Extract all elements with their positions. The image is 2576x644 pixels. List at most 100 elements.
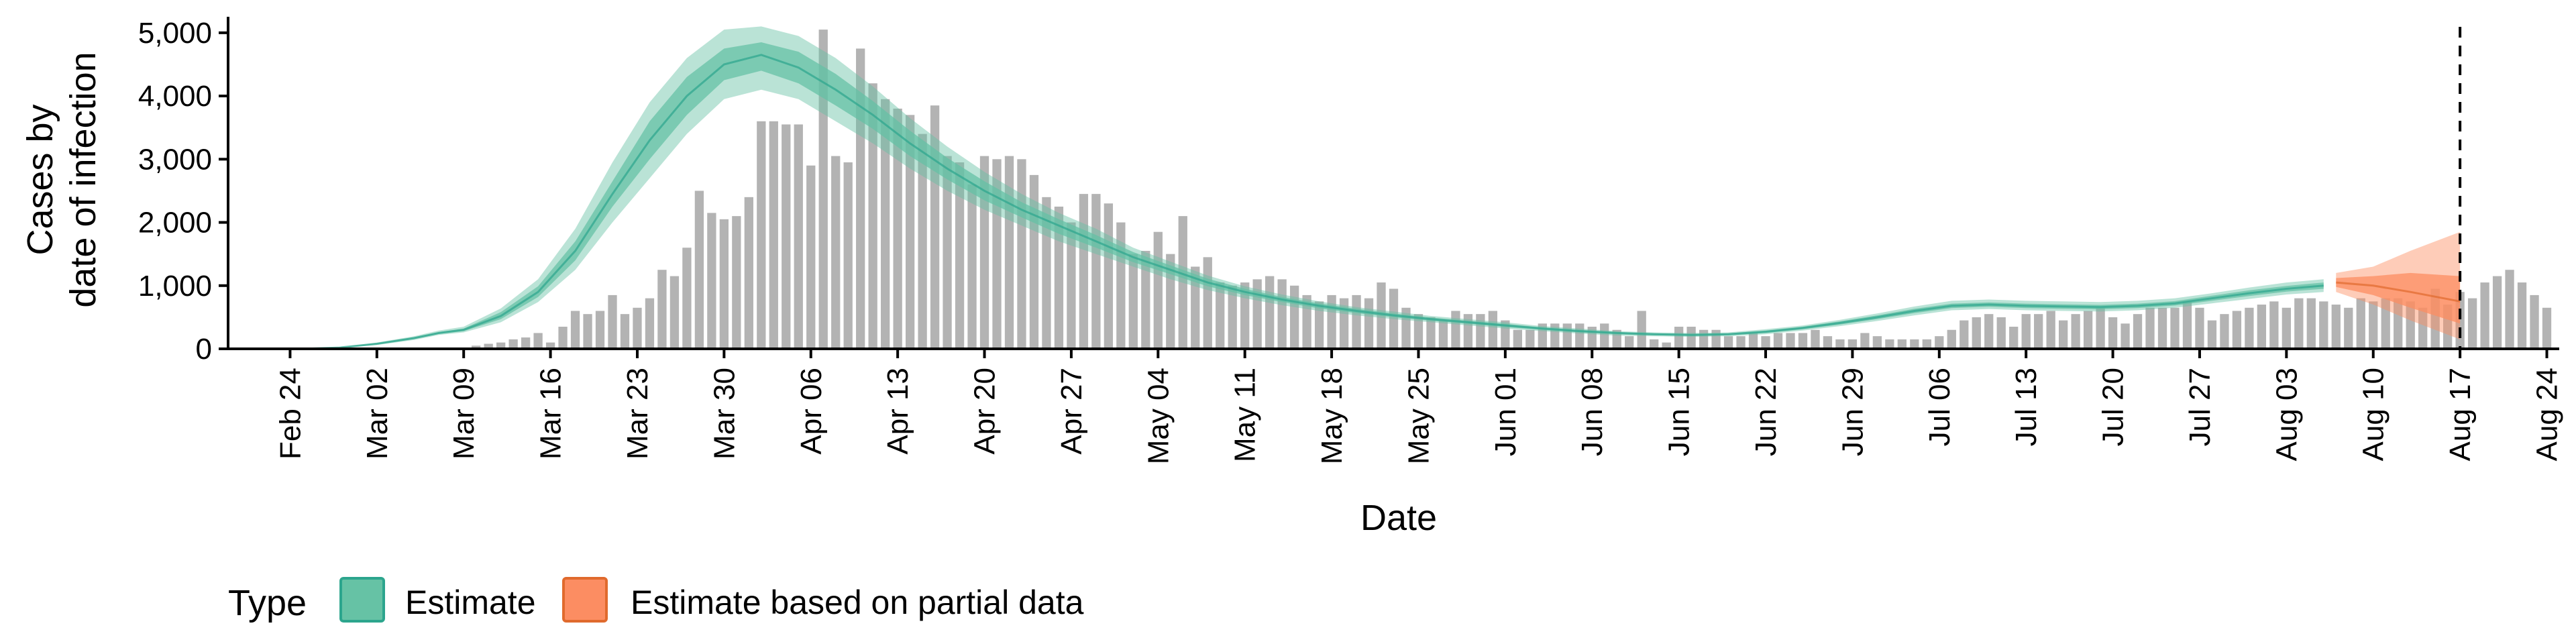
- x-tick-label: Jun 15: [1663, 368, 1696, 456]
- reported-cases-bar: [1562, 323, 1572, 349]
- reported-cases-bar: [1203, 257, 1212, 349]
- reported-cases-bar: [1798, 333, 1808, 349]
- reported-cases-bar: [1191, 266, 1200, 349]
- reported-cases-bar: [2505, 270, 2514, 349]
- reported-cases-bar: [881, 99, 890, 350]
- reported-cases-bar: [1079, 194, 1089, 349]
- reported-cases-bar: [1860, 333, 1870, 349]
- reported-cases-bar: [1910, 339, 1919, 349]
- reported-cases-bar: [1872, 336, 1882, 349]
- reported-cases-bar: [1277, 279, 1287, 349]
- reported-cases-bar: [2467, 298, 2477, 349]
- legend-key-estimate: [339, 577, 385, 623]
- reported-cases-bar: [1104, 203, 1114, 349]
- reported-cases-bar: [521, 337, 531, 349]
- estimate-band-90: [302, 26, 2324, 350]
- reported-cases-bar: [608, 294, 617, 349]
- x-tick-label: Aug 03: [2270, 368, 2303, 461]
- reported-cases-bar: [2071, 314, 2080, 349]
- reported-cases-bar: [1686, 327, 1696, 349]
- x-tick-label: Jul 27: [2184, 368, 2216, 446]
- reported-cases-bar: [645, 298, 655, 349]
- y-tick-label: 3,000: [138, 143, 212, 176]
- reported-cases-bar: [1067, 222, 1076, 349]
- reported-cases-bar: [1178, 216, 1187, 349]
- reported-cases-bar: [1413, 314, 1424, 349]
- reported-cases-bar: [1426, 317, 1436, 349]
- x-tick-label: Mar 02: [361, 368, 394, 460]
- estimate-median-line: [302, 54, 2324, 350]
- y-axis-title-line2: date of infection: [63, 52, 103, 307]
- reported-cases-bar: [818, 30, 828, 349]
- reported-cases-bar: [1141, 250, 1150, 349]
- reported-cases-bar: [2046, 311, 2055, 349]
- x-tick-label: Aug 17: [2444, 368, 2477, 461]
- legend-title: Type: [228, 583, 307, 623]
- reported-cases-bar: [794, 124, 803, 350]
- x-tick-label: May 11: [1229, 368, 1262, 462]
- reported-cases-bar: [1723, 336, 1733, 349]
- reported-cases-bar: [843, 162, 853, 349]
- y-axis-ticks: 0 1,000 2,000 3,000 4,000 5,000: [138, 17, 228, 366]
- reported-cases-bar: [2406, 301, 2415, 349]
- reported-cases-bar: [1773, 333, 1783, 349]
- reported-cases-bar: [2356, 298, 2365, 349]
- reported-cases-bar: [558, 327, 568, 349]
- reported-cases-bar: [2269, 301, 2279, 349]
- x-tick-label: May 25: [1403, 368, 1436, 464]
- reported-cases-bar: [744, 197, 753, 349]
- x-tick-label: May 18: [1316, 368, 1348, 464]
- reported-cases-bar: [2058, 320, 2068, 349]
- x-tick-label: Mar 16: [535, 368, 568, 460]
- reported-cases-bar: [2182, 301, 2192, 349]
- reported-cases-bar: [1947, 329, 1956, 349]
- reported-cases-bar: [1476, 314, 1485, 349]
- reported-cases-bar: [1438, 320, 1448, 349]
- reported-cases-bar: [2157, 307, 2167, 349]
- x-tick-label: Jun 29: [1836, 368, 1869, 456]
- reported-cases-bar: [583, 314, 592, 349]
- y-tick-label: 2,000: [138, 207, 212, 239]
- x-tick-label: Aug 10: [2357, 368, 2390, 461]
- x-tick-label: Jul 13: [2010, 368, 2043, 446]
- x-axis-ticks: Feb 24 Mar 02 Mar 09 Mar 16 Mar 23 Mar 30 Apr …: [274, 349, 2564, 464]
- reported-cases-bar: [2083, 311, 2093, 349]
- reported-cases-bar: [1501, 320, 1510, 349]
- x-tick-label: Jun 22: [1750, 368, 1782, 456]
- x-axis-title: Date: [1360, 498, 1437, 538]
- legend-label-partial: Estimate based on partial data: [631, 584, 1084, 621]
- reported-cases-bar: [2331, 305, 2341, 349]
- x-tick-label: May 04: [1142, 368, 1175, 464]
- reported-cases-bar: [967, 184, 977, 349]
- reported-cases-bar: [979, 156, 989, 349]
- reported-cases-bar: [2381, 298, 2390, 349]
- reported-cases-bar: [1352, 294, 1361, 349]
- reported-cases-bar: [1847, 339, 1858, 349]
- reported-cases-bar: [1996, 317, 2006, 349]
- reported-cases-bar: [472, 345, 481, 349]
- reported-cases-bar: [1922, 339, 1931, 349]
- reported-cases-bar: [2418, 307, 2428, 349]
- x-tick-label: Aug 24: [2531, 368, 2564, 461]
- reported-cases-bar: [1153, 231, 1163, 349]
- estimate-bands: [302, 26, 2461, 350]
- legend-key-partial: [562, 577, 608, 623]
- reported-cases-bar: [545, 342, 555, 349]
- reported-cases-bar: [1216, 282, 1225, 349]
- reported-cases-bar: [2121, 323, 2130, 349]
- reported-cases-bar: [1662, 342, 1671, 349]
- reported-cases-bar: [1823, 336, 1833, 349]
- reported-cases-bar: [769, 121, 778, 349]
- x-tick-label: Jul 06: [1923, 368, 1956, 446]
- reported-cases-bar: [1612, 329, 1621, 349]
- reported-cases-bar: [570, 311, 580, 349]
- reported-cases-bar: [1960, 320, 1969, 349]
- x-tick-label: Mar 23: [621, 368, 654, 460]
- x-tick-label: Apr 20: [969, 368, 1002, 455]
- reported-cases-bar: [943, 156, 952, 349]
- y-tick-label: 5,000: [138, 17, 212, 50]
- reported-cases-bar: [2133, 314, 2143, 349]
- legend-label-estimate: Estimate: [405, 584, 536, 621]
- x-tick-label: Feb 24: [274, 368, 307, 460]
